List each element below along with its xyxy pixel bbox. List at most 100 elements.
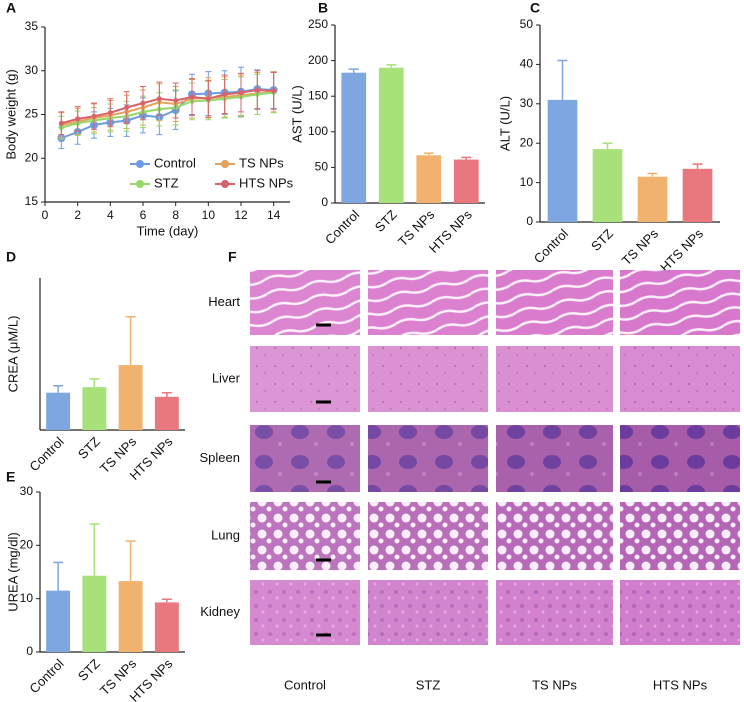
panel-label: B: [318, 0, 328, 16]
error-bar: [125, 540, 136, 582]
x-tick-label: 6: [140, 208, 147, 222]
error-bar: [386, 64, 397, 68]
tissue-image: [496, 346, 613, 412]
legend-label: STZ: [154, 175, 179, 190]
bar: [46, 392, 71, 430]
data-point: [140, 100, 146, 106]
y-tick-label: 50: [315, 160, 329, 174]
x-tick-label: 2: [74, 208, 81, 222]
error-bar: [53, 385, 64, 393]
row-label: Lung: [211, 527, 240, 542]
y-tick-label: 0: [526, 214, 533, 228]
x-tick-label: HTS NPs: [657, 226, 706, 275]
x-tick-label: 10: [202, 208, 216, 222]
error-bar: [692, 163, 703, 169]
column-label: Control: [284, 677, 326, 692]
error-bar: [461, 156, 472, 160]
series-line: [61, 90, 274, 126]
bar: [118, 365, 143, 430]
panel-label: F: [228, 249, 237, 265]
y-tick-label: 20: [520, 135, 534, 149]
legend-marker: [136, 180, 144, 188]
tissue-image: [250, 425, 360, 492]
tissue-image: [620, 502, 740, 570]
row-label: Kidney: [200, 604, 240, 619]
data-point: [271, 88, 277, 94]
bar: [82, 575, 107, 652]
y-tick-label: 50: [520, 17, 534, 31]
bar: [637, 176, 668, 222]
error-bar: [161, 598, 172, 603]
error-bar: [647, 172, 658, 177]
error-bar: [161, 391, 172, 397]
tissue-image: [496, 580, 613, 645]
x-tick-label: STZ: [75, 656, 103, 684]
bar: [154, 396, 179, 430]
tissue-image: [368, 580, 488, 645]
x-tick-label: Control: [531, 226, 571, 266]
error-bar: [557, 59, 568, 100]
column-label: HTS NPs: [653, 677, 708, 692]
x-tick-label: TS NPs: [619, 226, 662, 269]
error-bar: [53, 561, 64, 591]
data-point: [58, 120, 64, 126]
legend-label: HTS NPs: [239, 175, 294, 190]
error-bar: [423, 152, 434, 156]
y-tick-label: 20: [25, 150, 39, 164]
data-point: [91, 113, 97, 119]
y-axis-label: Body weight (g): [3, 69, 18, 159]
tissue-image: [496, 270, 613, 335]
y-tick-label: 10: [20, 591, 34, 605]
y-tick-label: 150: [308, 88, 328, 102]
x-tick-label: Control: [322, 207, 362, 247]
tissue-image: [620, 270, 740, 335]
tissue-image: [250, 502, 360, 570]
tissue-image: [496, 425, 613, 492]
legend-marker: [221, 180, 229, 188]
tissue-image: [620, 346, 740, 412]
error-bar: [125, 315, 136, 366]
tissue-image: [368, 425, 488, 492]
y-axis-label: UREA (mg/dl): [5, 532, 20, 611]
bar: [682, 168, 713, 222]
error-bar: [89, 523, 100, 576]
row-label: Spleen: [200, 450, 240, 465]
bar: [82, 387, 107, 430]
y-tick-label: 25: [25, 107, 39, 121]
tissue-image: [620, 580, 740, 645]
data-point: [189, 94, 195, 100]
legend-label: TS NPs: [239, 155, 284, 170]
y-tick-label: 30: [20, 484, 34, 498]
tissue-image: [368, 270, 488, 335]
y-axis-label: ALT (U/L): [497, 96, 512, 151]
data-point: [107, 110, 113, 116]
data-point: [173, 98, 179, 103]
y-tick-label: 0: [26, 644, 33, 658]
row-label: Liver: [212, 370, 241, 385]
y-axis-label: AST (U/L): [289, 85, 304, 143]
bar: [46, 590, 71, 652]
bar: [453, 159, 479, 203]
y-tick-label: 30: [520, 96, 534, 110]
legend-label: Control: [154, 155, 196, 170]
data-point: [75, 116, 81, 122]
x-axis-label: Time (day): [137, 223, 199, 238]
bar: [416, 155, 442, 203]
bar: [154, 602, 179, 652]
error-bar: [89, 378, 100, 388]
y-tick-label: 0: [321, 195, 328, 209]
x-tick-label: STZ: [75, 434, 103, 462]
data-point: [238, 90, 244, 96]
bar: [547, 99, 578, 222]
series-line: [61, 91, 274, 129]
tissue-image: [368, 502, 488, 570]
panel-label: A: [6, 0, 16, 16]
y-tick-label: 200: [308, 53, 328, 67]
y-tick-label: 10: [520, 175, 534, 189]
error-bar: [602, 142, 613, 150]
tissue-image: [496, 502, 613, 570]
y-tick-label: 250: [308, 17, 328, 31]
data-point: [124, 105, 130, 110]
column-label: TS NPs: [532, 677, 577, 692]
